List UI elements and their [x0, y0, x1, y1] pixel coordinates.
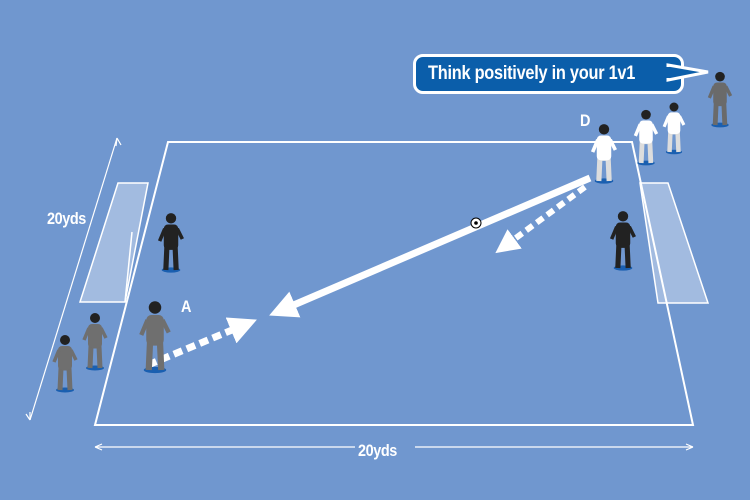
- attacker-run-arrow: [146, 317, 257, 369]
- left-goalkeeper: [157, 213, 184, 273]
- attacker-label: A: [181, 297, 192, 316]
- coach: [707, 71, 733, 128]
- side-dimension-label: 20yds: [47, 209, 86, 228]
- ball-icon: [470, 217, 482, 229]
- right-goalkeeper: [609, 211, 636, 271]
- defender-run-arrow: [495, 184, 587, 254]
- defender-d: [590, 124, 617, 184]
- defender-label: D: [580, 111, 591, 130]
- coach-speech-bubble: Think positively in your 1v1: [413, 54, 684, 94]
- waiting-attacker: [82, 313, 108, 371]
- bottom-dimension-line: [94, 443, 694, 451]
- side-dimension-line: [25, 137, 122, 421]
- waiting-attacker: [52, 335, 78, 393]
- attacker-a: [139, 301, 171, 374]
- right-goal: [639, 182, 710, 304]
- pitch-boundary: [93, 141, 695, 426]
- waiting-defender: [662, 102, 686, 155]
- pass-arrow: [269, 174, 592, 318]
- bottom-dimension-label: 20yds: [358, 441, 397, 460]
- left-goal: [78, 182, 149, 303]
- waiting-defender: [633, 109, 659, 166]
